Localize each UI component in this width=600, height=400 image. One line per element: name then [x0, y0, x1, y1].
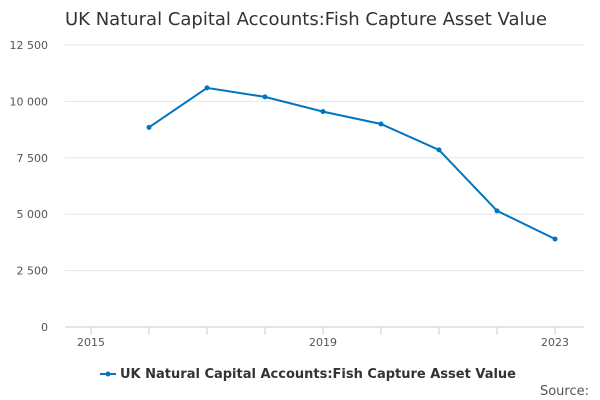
data-point[interactable]: [204, 85, 210, 91]
y-tick-label: 7 500: [17, 152, 49, 165]
x-tick-label: 2023: [541, 336, 569, 349]
x-tick-label: 2019: [309, 336, 337, 349]
y-axis: 0 2 500 5 000 7 500 10 000 12 500: [10, 39, 49, 334]
x-axis: 2015 2019 2023: [65, 326, 584, 349]
y-tick-label: 0: [41, 321, 48, 334]
y-tick-label: 5 000: [17, 208, 49, 221]
data-point[interactable]: [494, 208, 500, 214]
x-tick-label: 2015: [77, 336, 105, 349]
y-tick-label: 12 500: [10, 39, 49, 52]
series-line[interactable]: [148, 86, 556, 240]
source-label[interactable]: Source:: [540, 384, 589, 399]
legend-label: UK Natural Capital Accounts:Fish Capture…: [120, 367, 516, 382]
grid: [65, 44, 584, 272]
legend[interactable]: UK Natural Capital Accounts:Fish Capture…: [100, 367, 516, 382]
data-point[interactable]: [146, 124, 152, 130]
data-point[interactable]: [378, 121, 384, 127]
y-tick-label: 2 500: [17, 265, 49, 278]
chart-title: UK Natural Capital Accounts:Fish Capture…: [65, 9, 547, 30]
data-point[interactable]: [262, 94, 268, 100]
y-tick-label: 10 000: [10, 95, 49, 108]
data-point[interactable]: [436, 147, 442, 153]
data-point[interactable]: [320, 109, 326, 115]
data-point[interactable]: [552, 236, 558, 242]
legend-marker-symbol: [105, 371, 111, 377]
series-group: [146, 85, 558, 242]
